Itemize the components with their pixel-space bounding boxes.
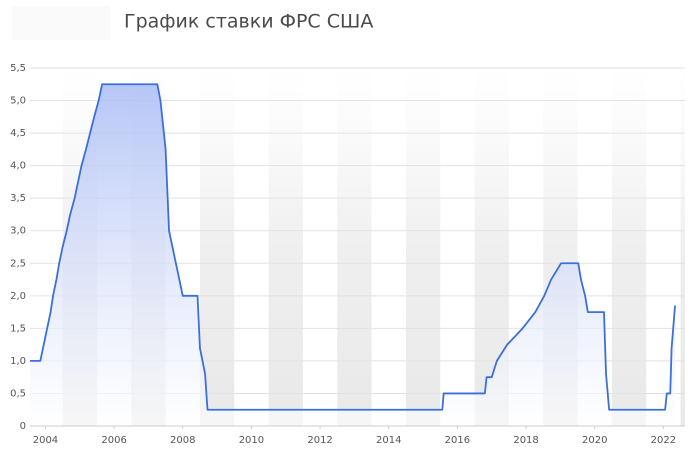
x-tick-label: 2008 bbox=[170, 435, 195, 446]
y-tick-label: 4,0 bbox=[10, 161, 26, 172]
y-tick-label: 5,5 bbox=[10, 63, 26, 74]
y-tick-label: 3,0 bbox=[10, 226, 26, 237]
y-tick-label: 0 bbox=[20, 421, 26, 432]
x-tick-label: 2014 bbox=[376, 435, 401, 446]
x-tick-label: 2004 bbox=[33, 435, 58, 446]
area-fill bbox=[30, 84, 676, 427]
year-stripe bbox=[337, 68, 372, 426]
x-tick-label: 2022 bbox=[651, 435, 676, 446]
y-tick-label: 4,5 bbox=[10, 128, 26, 139]
logo-placeholder bbox=[12, 6, 110, 40]
year-stripe bbox=[680, 68, 685, 426]
x-tick-label: 2012 bbox=[307, 435, 332, 446]
y-tick-label: 0,5 bbox=[10, 388, 26, 399]
year-stripe bbox=[268, 68, 303, 426]
y-tick-label: 3,5 bbox=[10, 193, 26, 204]
x-tick-label: 2018 bbox=[513, 435, 538, 446]
x-tick-label: 2010 bbox=[239, 435, 264, 446]
y-tick-label: 5,0 bbox=[10, 96, 26, 107]
year-stripe bbox=[405, 68, 441, 426]
x-tick-label: 2016 bbox=[445, 435, 470, 446]
chart-title: График ставки ФРС США bbox=[124, 11, 373, 33]
y-tick-label: 2,5 bbox=[10, 258, 26, 269]
y-tick-label: 1,0 bbox=[10, 356, 26, 367]
y-tick-label: 1,5 bbox=[10, 323, 26, 334]
year-stripe bbox=[199, 68, 235, 426]
x-tick-label: 2006 bbox=[101, 435, 126, 446]
rate-line bbox=[30, 83, 676, 411]
y-tick-label: 2,0 bbox=[10, 291, 26, 302]
x-tick-label: 2020 bbox=[582, 435, 607, 446]
year-stripe bbox=[611, 68, 647, 426]
